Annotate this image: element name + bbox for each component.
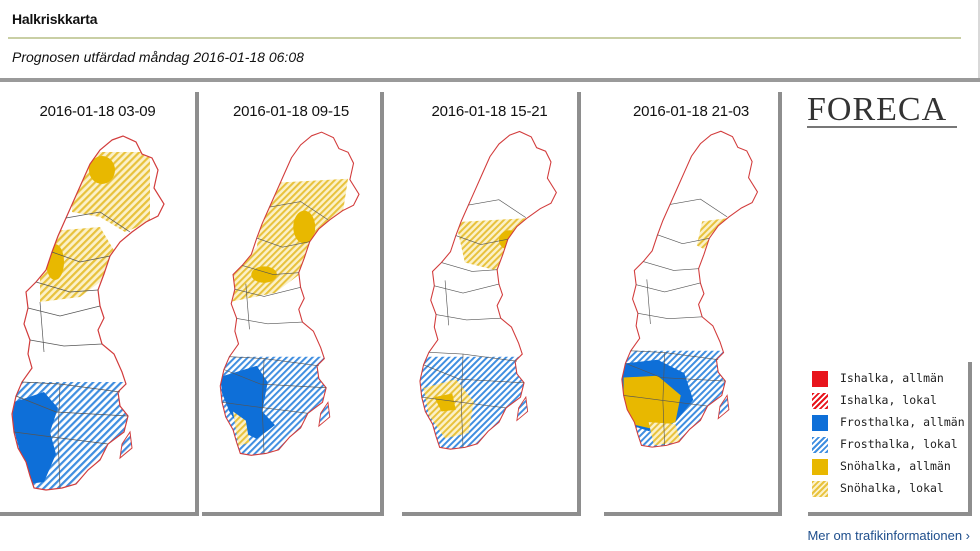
- legend-label: Frosthalka, allmän: [840, 415, 965, 429]
- sweden-map: [219, 131, 360, 456]
- legend-label: Ishalka, allmän: [840, 371, 944, 385]
- legend-item-snohalka-lokal: Snöhalka, lokal: [812, 478, 972, 498]
- sweden-map: [621, 130, 759, 448]
- legend-label: Frosthalka, lokal: [840, 437, 958, 451]
- legend-label: Snöhalka, lokal: [840, 481, 944, 495]
- foreca-logo-mark: FORECA: [807, 91, 957, 128]
- foreca-logo-text: FORECA: [807, 91, 947, 128]
- panel-time-label: 2016-01-18 09-15: [232, 103, 350, 120]
- title-rule: [8, 37, 961, 39]
- map-panel-2: 2016-01-18 09-15: [202, 92, 384, 516]
- legend-swatch: [812, 437, 828, 453]
- legend-item-ishalka-allman: Ishalka, allmän: [812, 368, 972, 388]
- more-traffic-info-link[interactable]: Mer om trafikinformationen ›: [807, 528, 970, 543]
- sweden-map: [419, 130, 557, 450]
- legend-swatch: [812, 393, 828, 409]
- map-legend: Ishalka, allmän Ishalka, lokal Frosthalk…: [808, 362, 972, 516]
- sweden-map: [11, 135, 165, 491]
- legend-item-ishalka-lokal: Ishalka, lokal: [812, 390, 972, 410]
- legend-item-frosthalka-allman: Frosthalka, allmän: [812, 412, 972, 432]
- panel-time-label: 2016-01-18 15-21: [431, 103, 548, 120]
- map-panel-1: 2016-01-18 03-09: [0, 92, 199, 516]
- legend-swatch: [812, 371, 828, 387]
- page-title: Halkriskkarta: [12, 11, 98, 27]
- legend-label: Ishalka, lokal: [840, 393, 937, 407]
- legend-swatch: [812, 481, 828, 497]
- legend-swatch: [812, 415, 828, 431]
- forecast-issued-text: Prognosen utfärdad måndag 2016-01-18 06:…: [12, 49, 304, 65]
- map-panel-4: 2016-01-18 21-03: [604, 92, 782, 516]
- foreca-logo: FORECA: [803, 86, 963, 132]
- legend-label: Snöhalka, allmän: [840, 459, 951, 473]
- map-panel-3: 2016-01-18 15-21: [402, 92, 581, 516]
- legend-item-frosthalka-lokal: Frosthalka, lokal: [812, 434, 972, 454]
- legend-item-snohalka-allman: Snöhalka, allmän: [812, 456, 972, 476]
- panel-time-label: 2016-01-18 21-03: [632, 103, 750, 120]
- panel-time-label: 2016-01-18 03-09: [39, 103, 156, 120]
- header: Halkriskkarta Prognosen utfärdad måndag …: [0, 0, 980, 78]
- legend-swatch: [812, 459, 828, 475]
- header-divider: [0, 78, 980, 82]
